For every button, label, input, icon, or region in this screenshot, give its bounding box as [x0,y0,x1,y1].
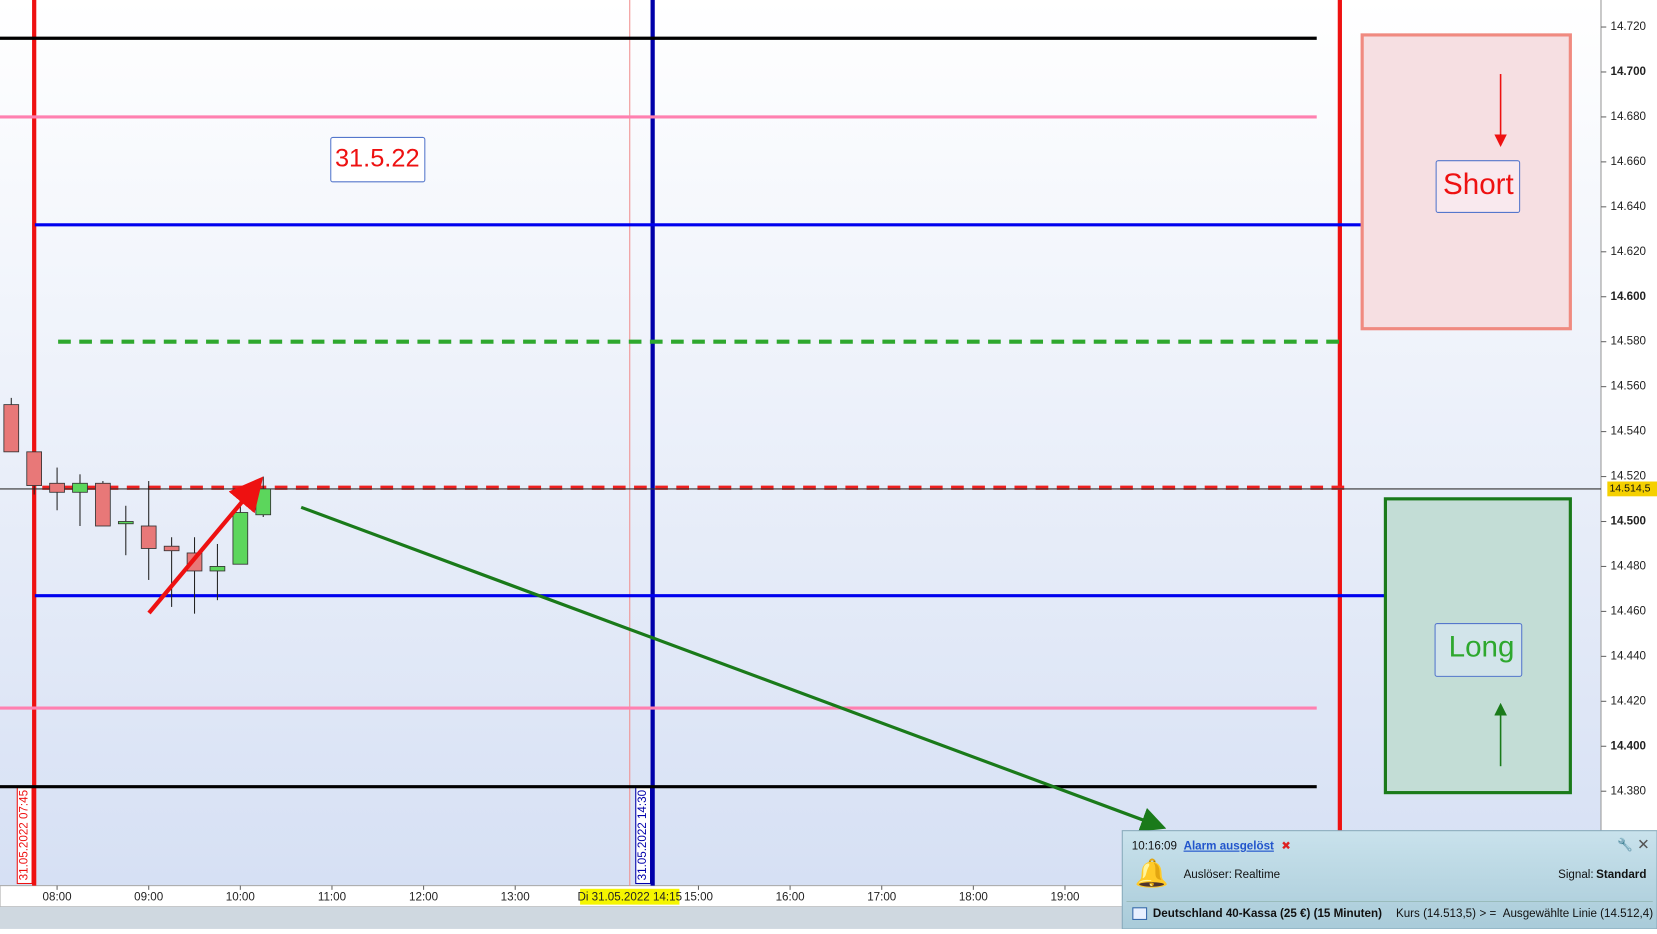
y-tick-label: 14.460 [1611,604,1647,617]
alarm-title[interactable]: Alarm ausgelöst [1184,840,1274,853]
date-label-box [330,136,426,183]
condition-operator: > = [1479,907,1496,920]
trend-arrow [147,476,264,615]
x-tick-label: 09:00 [134,890,163,903]
x-tick-label: 16:00 [776,890,805,903]
candle-body [140,525,157,549]
y-axis-background [1600,0,1657,886]
candle-body [232,512,249,565]
bell-icon: 🔔 [1135,857,1169,889]
candle-body [163,545,180,552]
candle-body [72,482,88,493]
y-tick-label: 14.580 [1611,335,1647,348]
x-tick-label: 17:00 [867,890,896,903]
candle-body [95,482,111,527]
candle-body [209,566,226,572]
x-tick-label: 08:00 [43,890,72,903]
vertical-line-text: 31.05.2022 07:45 [18,790,31,880]
candle-body [255,488,272,516]
alarm-arrow [300,505,1167,832]
instrument-icon [1132,907,1148,920]
x-tick-label: 19:00 [1050,890,1079,903]
candle-body [26,451,42,486]
date-label: 31.5.22 [335,144,420,172]
crosshair-label-box [580,888,680,905]
short-label-box [1435,160,1521,213]
y-tick-label: 14.700 [1611,65,1647,78]
long-label: Long [1449,631,1515,664]
last-price-box [1607,481,1657,497]
x-tick-label: 18:00 [959,890,988,903]
x-tick-label: 11:00 [318,890,346,903]
y-tick-label: 14.520 [1611,470,1647,483]
signal-value: Standard [1596,868,1646,881]
y-tick-label: 14.620 [1611,245,1647,258]
x-tick-label: 10:00 [226,890,255,903]
y-tick-label: 14.480 [1611,560,1647,573]
condition-left: Kurs (14.513,5) [1396,907,1476,920]
vertical-line-label: 31.05.2022 07:45 [16,786,33,885]
y-tick-label: 14.380 [1611,784,1647,797]
vertical-line-text: 31.05.2022 14:30 [636,790,649,880]
candle-body [49,482,65,493]
alarm-time: 10:16:09 [1132,840,1177,853]
popup-background [1121,830,1657,930]
signal-label: Signal: [1558,868,1594,881]
y-tick-label: 14.600 [1611,290,1647,303]
y-tick-label: 14.540 [1611,425,1647,438]
instrument: Deutschland 40-Kassa (25 €) (15 Minuten) [1153,907,1382,920]
candle-body [3,404,20,453]
y-tick-label: 14.400 [1611,739,1647,752]
y-tick-label: 14.720 [1611,20,1647,33]
y-tick-label: 14.420 [1611,694,1647,707]
plot-background [0,0,1601,886]
candle-body [117,521,134,525]
y-tick-label: 14.560 [1611,380,1647,393]
last-price-label: 14.514,5 [1609,483,1650,495]
y-tick-label: 14.660 [1611,155,1647,168]
x-tick-label: 15:00 [684,890,713,903]
crosshair-label: Di 31.05.2022 14:15 [577,890,682,903]
x-tick-label: 12:00 [409,890,438,903]
y-tick-label: 14.680 [1611,110,1647,123]
condition-right: Ausgewählte Linie (14.512,4) [1503,907,1654,920]
trigger-label: Auslöser: [1184,868,1232,881]
long-label-box [1434,623,1523,677]
y-tick-label: 14.440 [1611,649,1647,662]
y-tick-label: 14.640 [1611,200,1647,213]
close-alarm-icon[interactable]: ✖ [1281,840,1291,853]
short-label: Short [1443,168,1514,201]
vertical-line-label: 31.05.2022 14:30 [635,786,652,885]
y-tick-label: 14.500 [1611,515,1647,528]
alarm-popup: 10:16:09 Alarm ausgelöst ✖ 🔧 ✕ 🔔 Auslöse… [1121,830,1657,930]
settings-icon[interactable]: 🔧 [1617,837,1633,852]
x-tick-label: 13:00 [501,890,530,903]
close-popup[interactable]: ✕ [1637,837,1649,853]
trigger-value: Realtime [1234,868,1280,881]
